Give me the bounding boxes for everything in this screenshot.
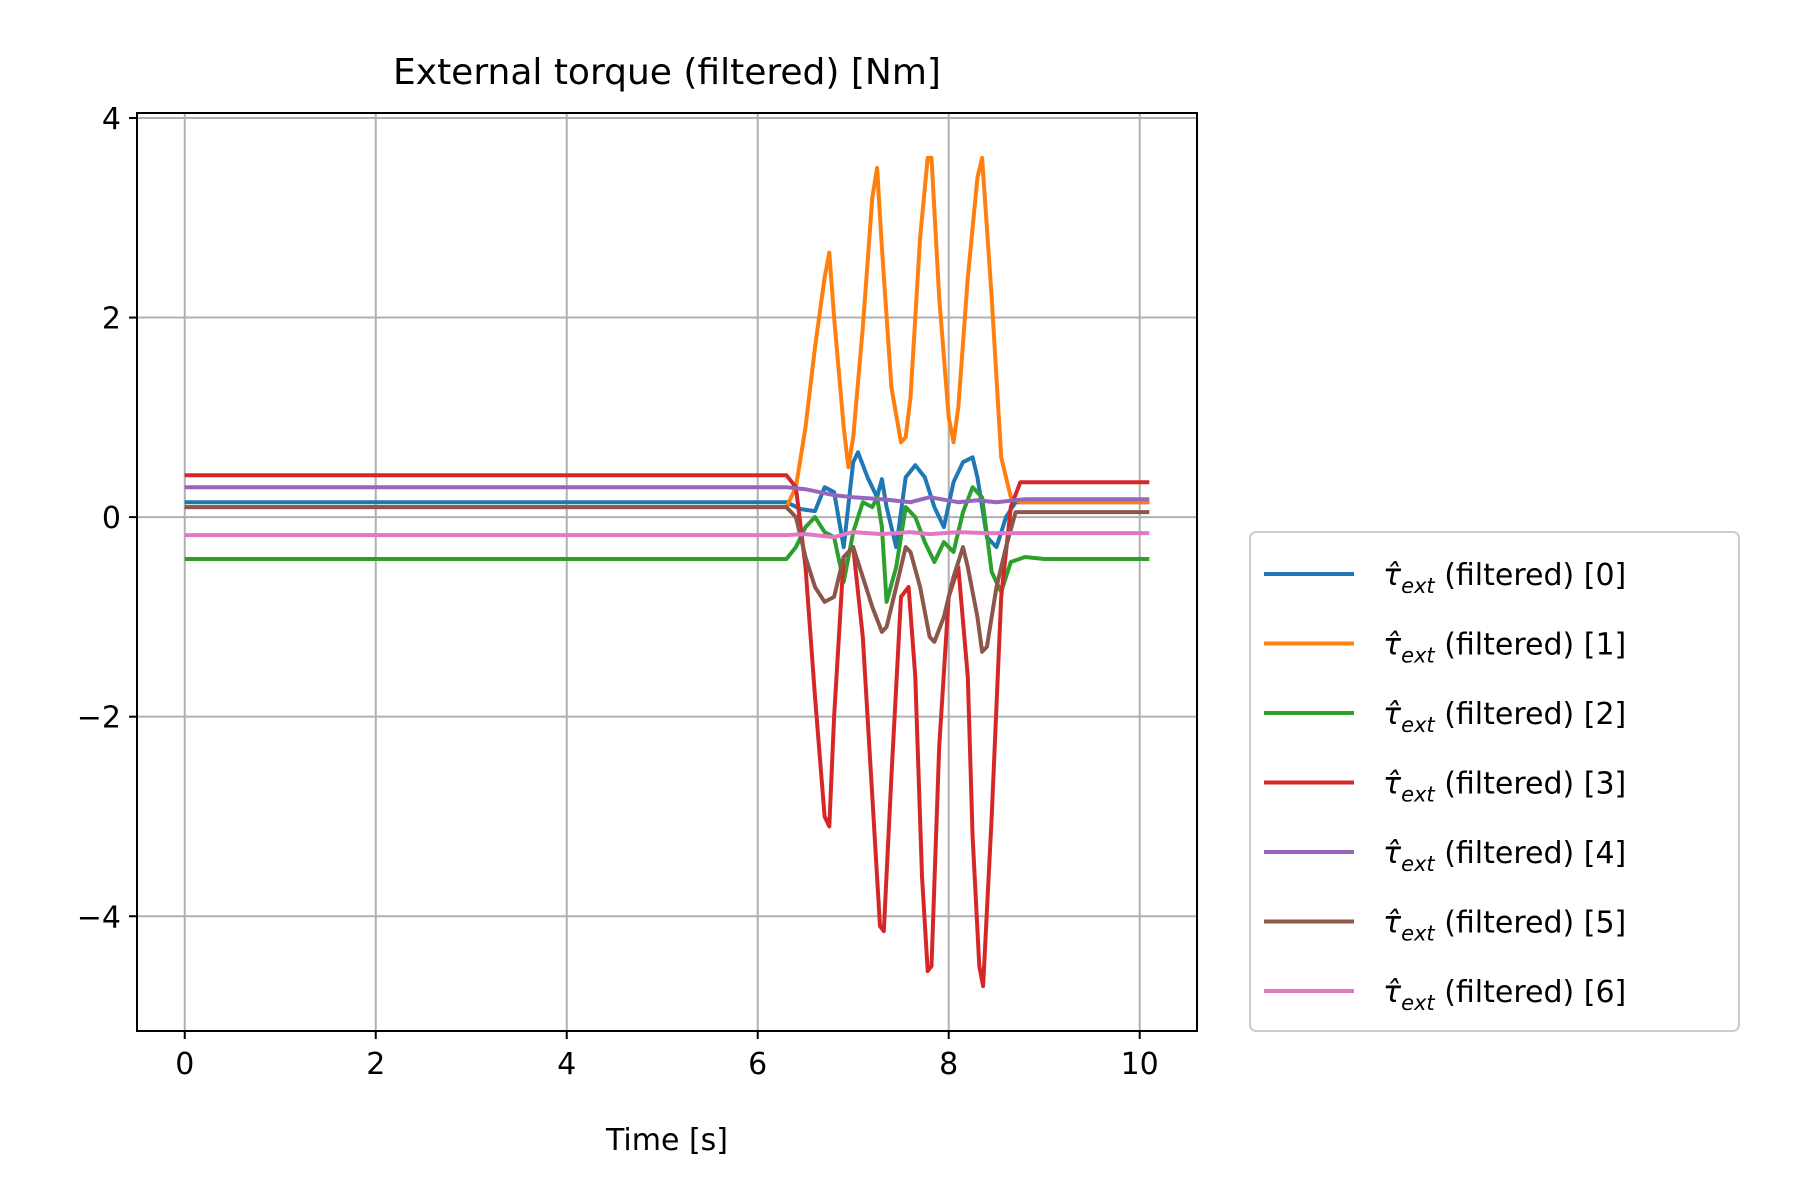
series-line-2 [184, 485, 1150, 604]
legend-entry-2: τ̂ext (filtered) [2] [1383, 697, 1626, 737]
x-tick-label: 4 [557, 1047, 576, 1082]
x-tick-label: 0 [175, 1047, 194, 1082]
series-line-5 [184, 505, 1150, 654]
x-tick-label: 10 [1121, 1047, 1159, 1082]
y-tick-label: −2 [77, 701, 121, 736]
y-tick-label: 4 [102, 102, 121, 137]
x-tick-label: 6 [748, 1047, 767, 1082]
plot-frame [136, 112, 1198, 1032]
legend-entry-4: τ̂ext (filtered) [4] [1383, 836, 1626, 876]
legend-entry-0: τ̂ext (filtered) [0] [1383, 558, 1626, 598]
x-tick-label: 2 [366, 1047, 385, 1082]
grid [137, 113, 1197, 1031]
legend-entry-5: τ̂ext (filtered) [5] [1383, 906, 1626, 946]
legend: τ̂ext (filtered) [0] τ̂ext (filtered) [1]… [1249, 531, 1740, 1032]
legend-entry-3: τ̂ext (filtered) [3] [1383, 767, 1626, 807]
series-layer [184, 155, 1150, 989]
y-tick-label: 2 [102, 302, 121, 337]
legend-entry-1: τ̂ext (filtered) [1] [1383, 628, 1626, 668]
y-tick-label: 0 [102, 501, 121, 536]
chart-title: External torque (filtered) [Nm] [393, 52, 941, 93]
series-line-3 [184, 473, 1150, 989]
x-tick-label: 8 [939, 1047, 958, 1082]
x-axis-label: Time [s] [605, 1123, 728, 1158]
series-line-6 [184, 530, 1150, 540]
series-line-4 [184, 485, 1150, 505]
y-tick-label: −4 [77, 900, 121, 935]
series-line-1 [184, 155, 1150, 510]
legend-box [1249, 531, 1740, 1032]
ticks: 0 2 4 6 8 10 −4 −2 0 2 4 [77, 102, 1159, 1082]
legend-entry-6: τ̂ext (filtered) [6] [1383, 975, 1626, 1015]
